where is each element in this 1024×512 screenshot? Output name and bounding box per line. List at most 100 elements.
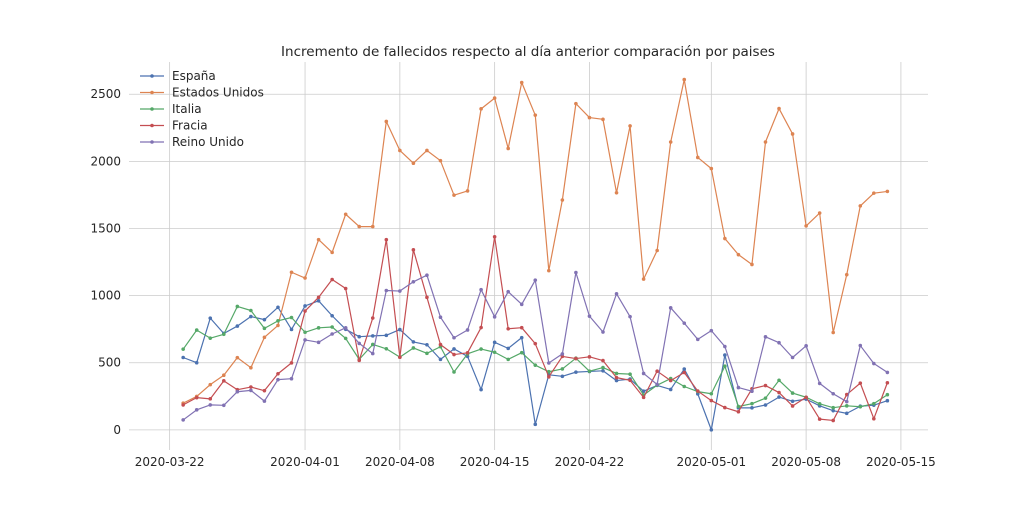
data-point — [695, 337, 700, 342]
data-point — [560, 354, 565, 359]
data-point — [479, 387, 483, 392]
data-point — [289, 361, 294, 365]
data-point — [316, 295, 321, 300]
grid — [129, 62, 928, 450]
data-point — [316, 299, 321, 303]
data-point — [370, 224, 375, 229]
data-point — [831, 408, 835, 413]
data-point — [316, 340, 321, 345]
data-point — [411, 248, 416, 252]
data-point — [438, 158, 443, 163]
data-point — [844, 272, 849, 277]
legend-label: Fracia — [172, 119, 208, 133]
data-point — [222, 332, 226, 337]
data-point — [452, 370, 456, 374]
data-point — [343, 326, 348, 330]
legend-entry: Estados Unidos — [140, 86, 264, 100]
data-point — [249, 365, 253, 370]
legend-entry: Reino Unido — [140, 135, 244, 149]
data-point — [817, 402, 822, 406]
data-point — [750, 262, 754, 267]
data-point — [181, 355, 185, 360]
data-point — [872, 401, 876, 406]
data-point — [194, 328, 199, 332]
x-tick-label: 2020-05-15 — [866, 455, 936, 469]
data-point — [614, 378, 619, 383]
data-point — [560, 352, 565, 356]
data-point — [723, 236, 727, 241]
data-point — [750, 389, 754, 394]
legend-marker — [150, 90, 154, 95]
data-point — [181, 347, 185, 351]
data-point — [398, 148, 402, 153]
data-point — [574, 270, 578, 275]
data-point — [465, 351, 470, 355]
data-point — [452, 352, 456, 357]
data-point — [831, 418, 835, 423]
data-point — [858, 204, 863, 208]
data-point — [479, 325, 483, 330]
data-point — [790, 355, 795, 360]
data-point — [533, 363, 538, 367]
x-tick-label: 2020-04-08 — [365, 455, 435, 469]
legend-label: España — [172, 69, 216, 83]
data-point — [844, 411, 849, 416]
data-point — [194, 408, 199, 412]
data-point — [601, 365, 605, 370]
data-point — [398, 327, 402, 332]
data-point — [330, 325, 334, 329]
data-point — [249, 385, 253, 389]
data-point — [804, 344, 808, 348]
data-point — [303, 276, 307, 280]
data-point — [547, 375, 551, 379]
legend-marker — [150, 140, 154, 144]
legend-entry: Fracia — [140, 119, 208, 133]
data-point — [709, 328, 714, 333]
data-point — [384, 237, 389, 242]
data-point — [574, 356, 578, 361]
data-point — [533, 278, 538, 282]
data-point — [249, 308, 253, 313]
data-point — [885, 370, 890, 375]
legend-marker — [150, 74, 154, 78]
data-point — [547, 361, 551, 365]
data-point — [519, 350, 524, 355]
data-point — [384, 333, 389, 338]
data-point — [222, 403, 226, 408]
data-point — [628, 372, 632, 376]
data-point — [384, 288, 389, 293]
data-point — [411, 340, 416, 344]
data-point — [695, 389, 700, 393]
data-point — [668, 387, 673, 392]
data-point — [370, 351, 375, 356]
data-point — [506, 357, 510, 362]
data-point — [492, 96, 497, 100]
x-tick-label: 2020-03-22 — [135, 455, 205, 469]
data-point — [357, 334, 362, 339]
data-point — [885, 189, 890, 194]
data-point — [817, 417, 822, 421]
data-point — [452, 347, 456, 351]
data-point — [425, 351, 429, 356]
data-point — [614, 190, 619, 195]
data-point — [370, 316, 375, 320]
data-point — [885, 398, 890, 403]
data-point — [831, 405, 835, 410]
data-point — [763, 383, 768, 388]
data-point — [506, 346, 510, 351]
data-point — [628, 314, 632, 319]
data-point — [330, 332, 334, 336]
data-point — [370, 342, 375, 347]
data-point — [750, 401, 754, 406]
data-point — [276, 371, 280, 376]
data-point — [533, 422, 538, 427]
data-point — [858, 404, 863, 409]
data-point — [763, 396, 768, 400]
data-point — [492, 350, 497, 355]
axis-tick-labels: 0 500 1000 1500 2000 2500 2020-03-22 2020-04-01… — [90, 87, 935, 469]
data-point — [641, 395, 646, 400]
series-Reino Unido — [181, 270, 890, 422]
data-point — [262, 388, 267, 393]
